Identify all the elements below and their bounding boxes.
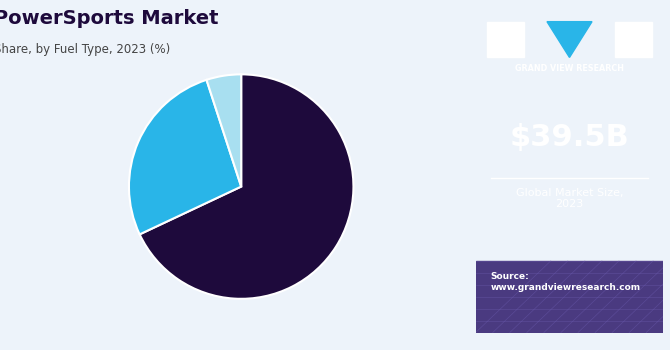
Text: Global Market Size,
2023: Global Market Size, 2023 bbox=[516, 188, 623, 209]
Text: Share, by Fuel Type, 2023 (%): Share, by Fuel Type, 2023 (%) bbox=[0, 43, 171, 56]
Text: PowerSports Market: PowerSports Market bbox=[0, 9, 219, 28]
Bar bbox=[614, 22, 652, 57]
Wedge shape bbox=[206, 74, 241, 187]
Wedge shape bbox=[129, 80, 241, 234]
Text: Source:
www.grandviewresearch.com: Source: www.grandviewresearch.com bbox=[490, 272, 641, 292]
Text: GRAND VIEW RESEARCH: GRAND VIEW RESEARCH bbox=[515, 64, 624, 73]
Wedge shape bbox=[139, 74, 354, 299]
Polygon shape bbox=[547, 22, 592, 57]
Bar bbox=[487, 22, 525, 57]
Bar bbox=[476, 261, 663, 332]
Text: $39.5B: $39.5B bbox=[510, 123, 629, 152]
